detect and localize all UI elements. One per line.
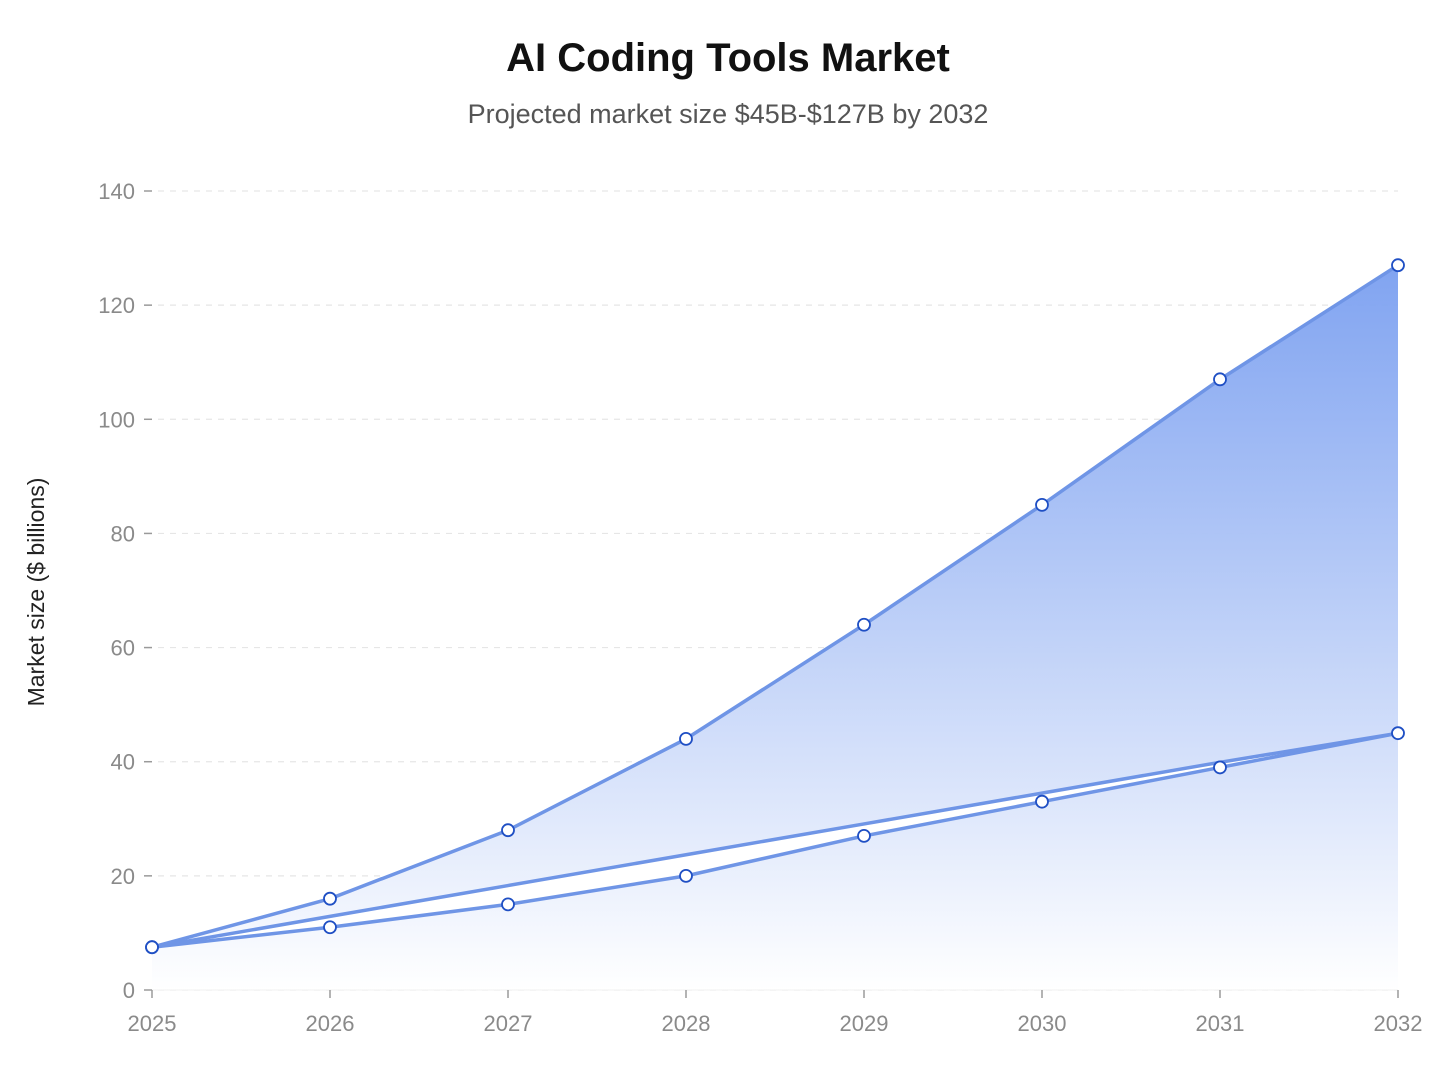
series-lines [150, 263, 1400, 949]
data-point [1213, 760, 1227, 775]
x-tick-label: 2031 [1196, 1011, 1245, 1036]
data-point [1035, 497, 1049, 512]
series-line-2 [150, 731, 1400, 949]
y-axis-title: Market size ($ billions) [23, 478, 49, 707]
x-tick-label: 2025 [128, 1011, 177, 1036]
data-point [1035, 794, 1049, 809]
y-tick-label: 60 [111, 636, 135, 661]
data-point [1391, 726, 1405, 741]
range-area [152, 265, 1398, 990]
y-tick-label: 40 [111, 750, 135, 775]
y-tick-label: 0 [123, 978, 135, 1003]
chart-title: AI Coding Tools Market [506, 36, 950, 80]
axes: 0 20 40 60 80 100 120 140 2025 2026 2027 2028 2029 20… [98, 179, 1422, 1036]
data-point [323, 891, 337, 906]
data-point [1391, 258, 1405, 273]
data-point [1213, 372, 1227, 387]
data-point [679, 731, 693, 746]
y-tick-label: 100 [98, 407, 135, 432]
x-tick-label: 2026 [306, 1011, 355, 1036]
data-point [857, 829, 871, 843]
y-tick-label: 140 [98, 179, 135, 204]
data-point [145, 940, 159, 955]
x-tick-label: 2030 [1018, 1011, 1067, 1036]
y-tick-label: 20 [111, 864, 135, 889]
data-point [857, 617, 871, 632]
y-tick-label: 80 [111, 521, 135, 546]
data-point [323, 920, 337, 935]
x-tick-label: 2029 [840, 1011, 889, 1036]
chart-subtitle: Projected market size $45B-$127B by 2032 [467, 99, 989, 129]
series-line-0 [150, 263, 1400, 949]
data-point [501, 897, 515, 912]
x-tick-label: 2028 [662, 1011, 711, 1036]
x-tick-label: 2027 [484, 1011, 533, 1036]
series-line-1 [150, 731, 1400, 949]
y-tick-label: 120 [98, 293, 135, 318]
data-markers [145, 258, 1405, 955]
x-tick-label: 2032 [1374, 1011, 1423, 1036]
data-point [679, 868, 693, 883]
data-point [501, 823, 515, 838]
area-fill [152, 265, 1398, 990]
